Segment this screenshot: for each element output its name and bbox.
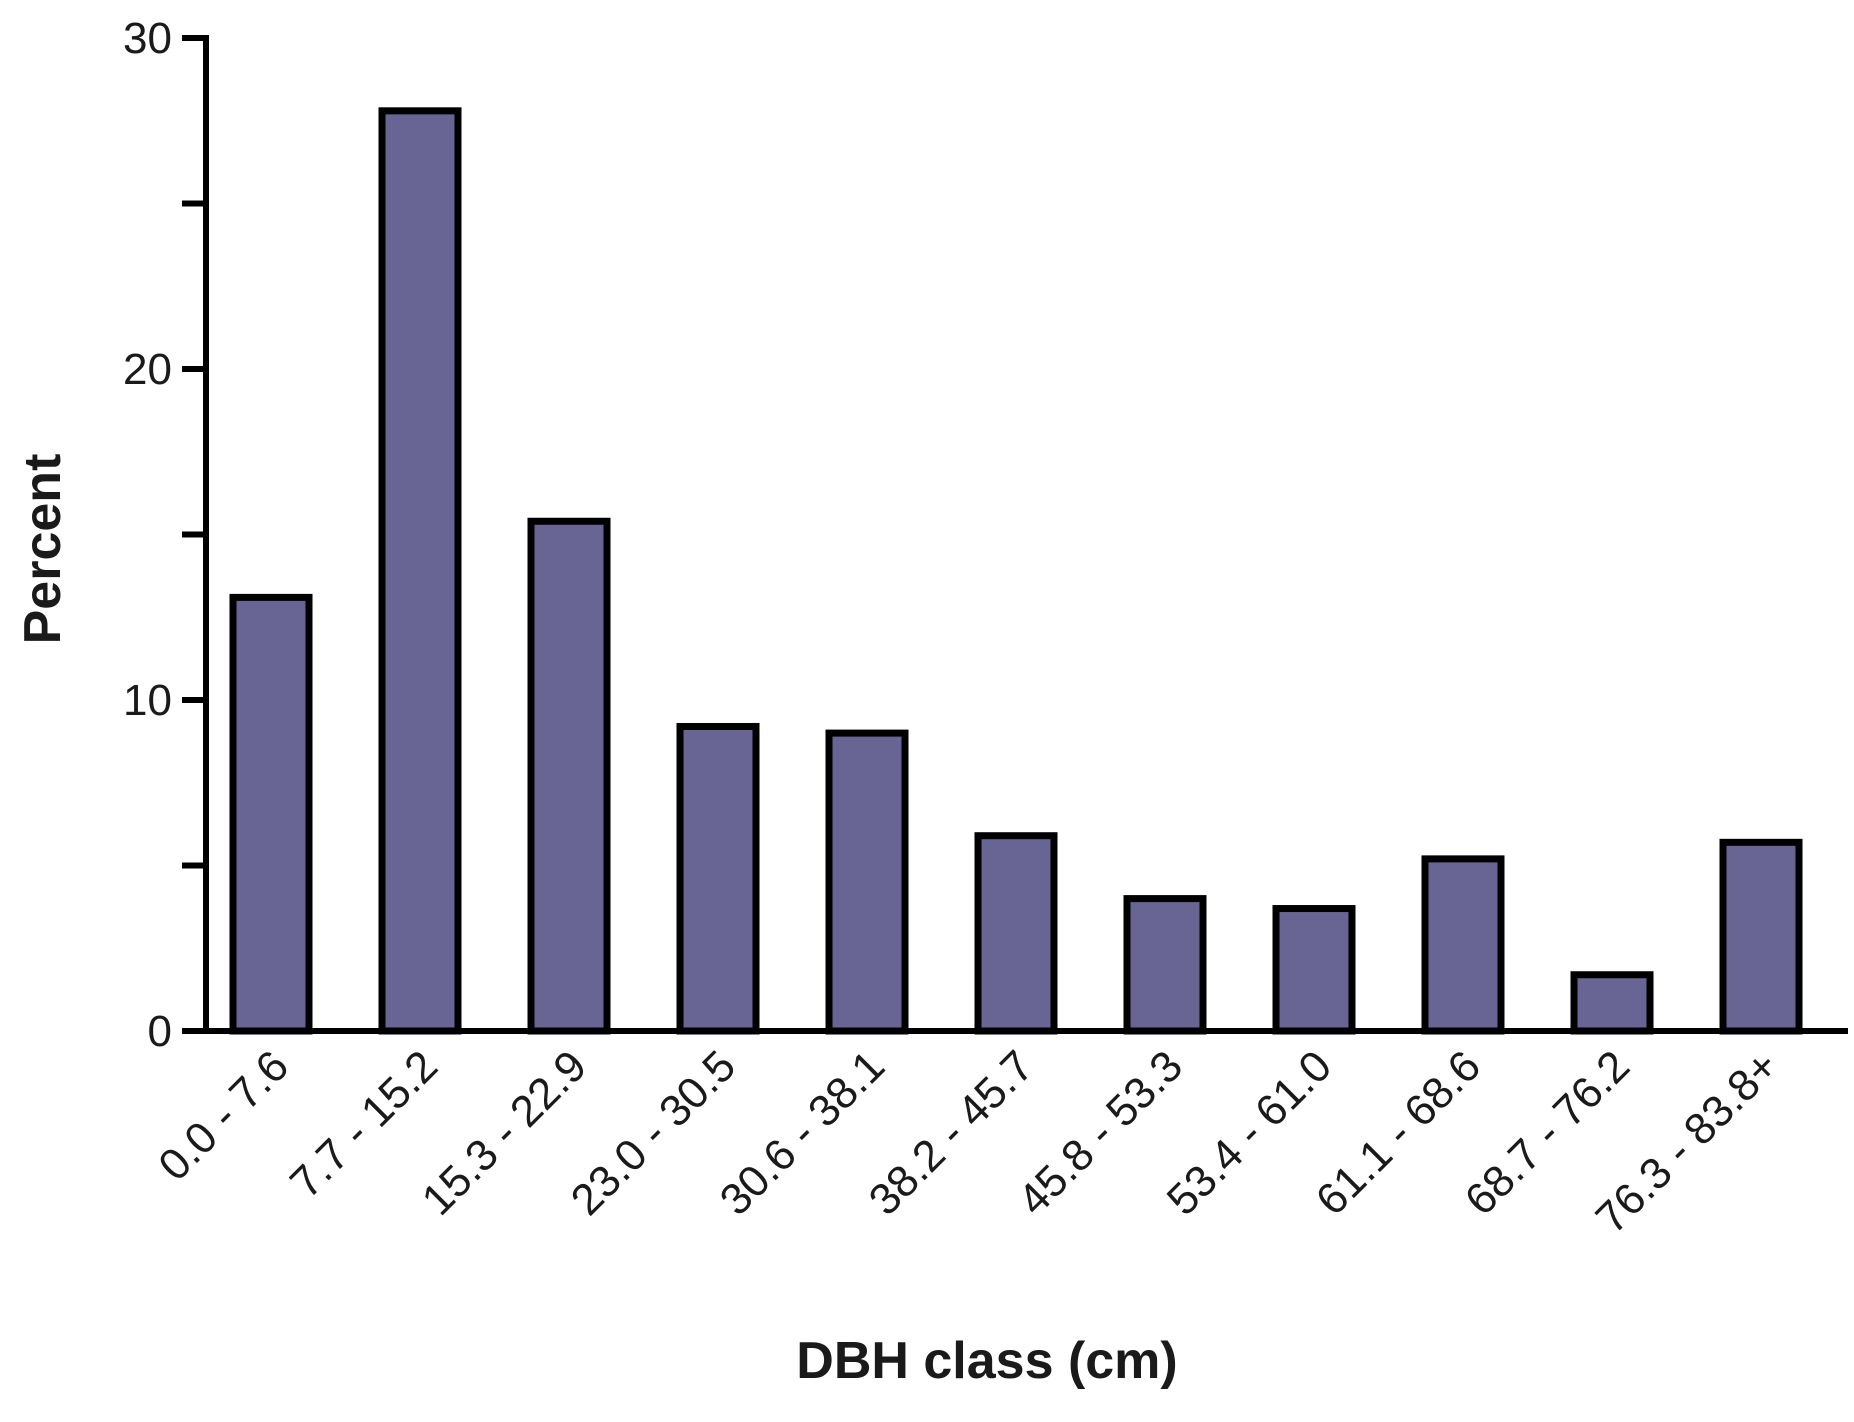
y-ticks-layer: 0 10 20 30 — [123, 14, 206, 1056]
bar — [1719, 838, 1803, 1035]
y-tick-label: 0 — [148, 1007, 172, 1056]
y-tick-label: 20 — [123, 345, 172, 394]
bar — [229, 593, 313, 1035]
y-tick-label: 30 — [123, 14, 172, 63]
bar — [1570, 971, 1654, 1035]
bar — [378, 107, 462, 1035]
x-tick-labels-layer: 0.0 - 7.67.7 - 15.215.3 - 22.923.0 - 30.… — [149, 1041, 1788, 1243]
y-axis-title: Percent — [14, 454, 72, 645]
x-axis-title: DBH class (cm) — [796, 1332, 1177, 1390]
bar — [527, 517, 611, 1035]
x-tick-label: 0.0 - 7.6 — [149, 1041, 298, 1190]
bar — [1123, 895, 1207, 1035]
bar — [825, 729, 909, 1035]
bar — [1272, 905, 1356, 1035]
bar — [1421, 855, 1505, 1035]
bar — [974, 832, 1058, 1035]
bar — [676, 722, 760, 1035]
y-tick-label: 10 — [123, 676, 172, 725]
bars-layer — [229, 107, 1803, 1035]
